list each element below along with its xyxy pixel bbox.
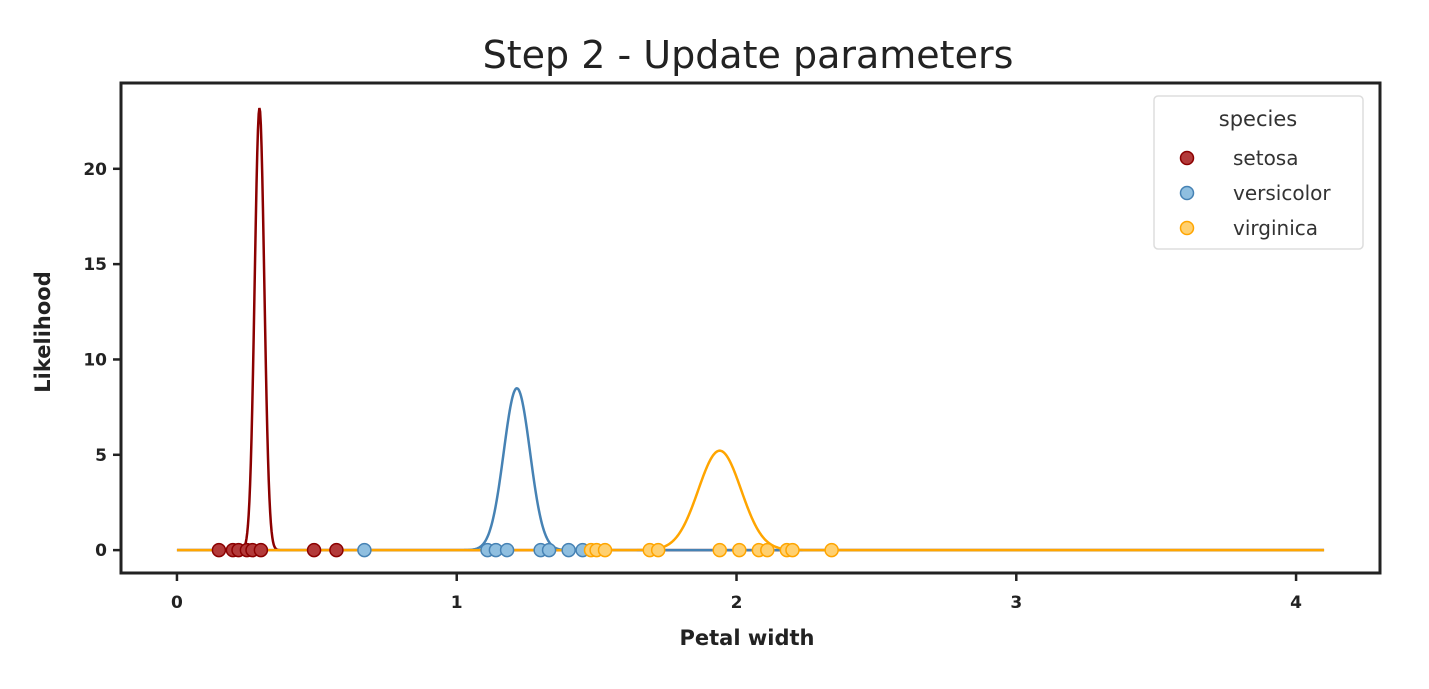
data-point-virginica xyxy=(650,542,666,558)
y-tick-label: 10 xyxy=(83,350,107,370)
series-line-versicolor xyxy=(176,386,1325,552)
legend-frame xyxy=(1153,95,1364,250)
legend-title: species xyxy=(1219,107,1297,131)
legend-marker-setosa xyxy=(1179,150,1195,166)
x-tick-label: 4 xyxy=(1290,593,1302,613)
legend: species setosa versicolor virginica xyxy=(1153,95,1364,250)
y-axis-label: Likelihood xyxy=(31,271,55,392)
legend-entries: setosa versicolor virginica xyxy=(1179,146,1331,240)
plot-frame xyxy=(119,81,1382,575)
series-line-virginica xyxy=(176,449,1325,552)
x-tick-label: 3 xyxy=(1010,593,1022,613)
y-tick-label: 15 xyxy=(83,255,107,275)
plot-content xyxy=(176,107,1325,558)
y-tick-label: 20 xyxy=(83,160,107,180)
x-axis-label: Petal width xyxy=(680,626,815,650)
data-point-setosa xyxy=(306,542,322,558)
data-point-versicolor xyxy=(499,542,515,558)
legend-label-virginica: virginica xyxy=(1233,216,1318,240)
data-point-versicolor xyxy=(357,542,372,558)
x-tick-label: 0 xyxy=(171,593,183,613)
data-point-virginica xyxy=(732,542,747,558)
data-point-setosa xyxy=(253,542,269,558)
data-point-virginica xyxy=(824,542,839,558)
legend-label-setosa: setosa xyxy=(1233,146,1298,170)
legend-marker-versicolor xyxy=(1179,185,1195,201)
series-line-setosa xyxy=(176,107,1325,552)
data-point-setosa xyxy=(211,542,227,558)
data-point-virginica xyxy=(760,542,775,558)
x-tick-label: 2 xyxy=(731,593,743,613)
y-tick-label: 5 xyxy=(95,446,107,466)
x-tick-label: 1 xyxy=(451,593,463,613)
data-point-versicolor xyxy=(541,542,557,558)
y-tick-label: 0 xyxy=(95,541,107,561)
legend-label-versicolor: versicolor xyxy=(1233,181,1331,205)
data-point-virginica xyxy=(597,542,613,558)
x-axis: 0 1 2 3 4 xyxy=(171,573,1302,613)
data-point-virginica xyxy=(712,542,727,558)
chart-title: Step 2 - Update parameters xyxy=(483,33,1014,77)
data-point-virginica xyxy=(785,542,800,558)
data-point-setosa xyxy=(329,542,344,558)
data-point-versicolor xyxy=(561,542,576,558)
y-axis: 0 5 10 15 20 xyxy=(83,160,121,561)
legend-marker-virginica xyxy=(1179,220,1195,236)
